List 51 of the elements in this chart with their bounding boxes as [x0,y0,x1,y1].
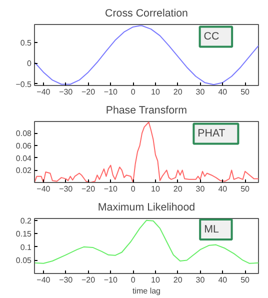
x-tick-label: −40 [36,276,51,284]
x-tick-label: 40 [218,184,228,194]
x-tick-label: −40 [36,88,51,96]
x-tick-label: 30 [196,88,206,96]
x-tick-label: 10 [151,88,160,96]
y-tick-label: 0.5 [20,38,32,48]
x-tick-label: 10 [151,184,160,194]
x-tick-label: −20 [81,184,96,194]
x-tick-label: 0 [130,276,136,284]
x-tick-label: 40 [218,88,228,96]
x-tick-label: 50 [240,88,250,96]
annotation: CC [204,30,220,43]
y-tick-label: 0.15 [16,230,32,239]
y-tick-label: 0.02 [16,166,32,176]
x-tick-label: 20 [173,276,183,284]
x-tick-label: 0 [130,88,136,96]
y-tick-label: 0.1 [20,242,32,252]
y-tick-label: 0.04 [16,154,32,163]
y-tick-label: 0.06 [16,142,32,151]
line-series [34,25,258,86]
x-tick-label: 50 [240,276,250,284]
line-series [34,220,258,264]
x-tick-label: −30 [59,88,74,96]
x-tick-label: 20 [173,184,183,194]
x-tick-label: −30 [59,184,74,194]
x-tick-label: 20 [173,88,183,96]
x-tick-label: −10 [104,88,118,96]
x-tick-label: 30 [196,184,206,194]
y-tick-label: 0.05 [16,256,32,266]
y-tick-label: 0.2 [20,216,32,226]
chart-title: Maximum Likelihood [98,202,196,214]
chart-title: Cross Correlation [105,8,188,20]
chart-title: Phase Transform [106,104,188,116]
x-tick-label: −20 [81,88,96,96]
x-tick-label: −20 [81,276,96,284]
y-tick-label: 0 [27,59,32,68]
x-tick-label: 40 [218,276,228,284]
line-series [34,122,258,182]
x-tick-label: −40 [36,184,51,194]
x-tick-label: 50 [240,184,250,194]
y-tick-label: 0.08 [16,129,32,138]
annotation: PHAT [198,128,226,140]
annotation: ML [204,224,219,236]
x-tick-label: 0 [130,184,136,194]
x-axis-title: time lag [132,286,161,296]
x-tick-label: −30 [59,276,74,284]
x-tick-label: 30 [196,276,206,284]
x-tick-label: −10 [104,184,118,194]
y-tick-label: −0.5 [16,80,32,89]
x-tick-label: 10 [151,276,160,284]
x-tick-label: −10 [104,276,118,284]
